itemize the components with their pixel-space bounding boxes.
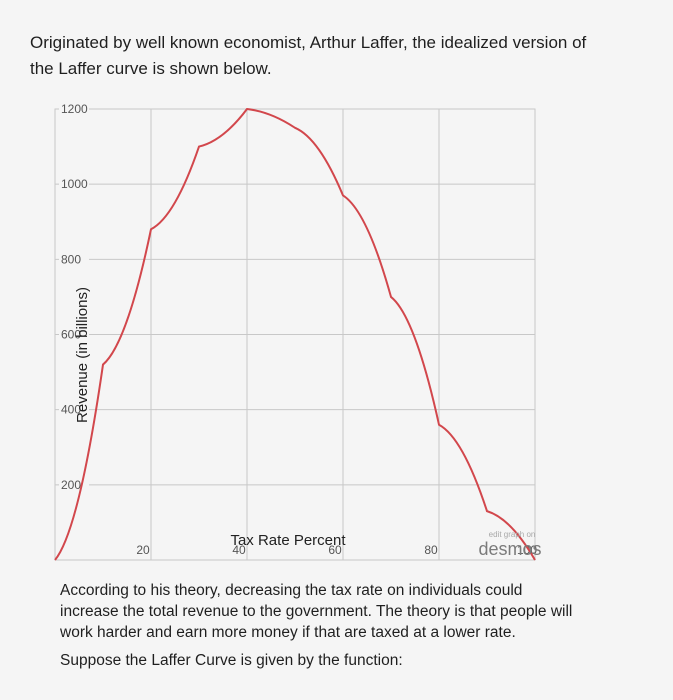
y-tick-label: 1200	[61, 102, 88, 116]
y-tick-label: 1000	[61, 177, 88, 191]
y-tick-label-bg	[59, 327, 89, 342]
y-axis-label: Revenue (in billions)	[74, 287, 91, 423]
desmos-edit-link[interactable]: edit graph on	[489, 530, 536, 539]
x-tick-label: 60	[328, 543, 342, 557]
y-tick-label: 800	[61, 252, 81, 266]
desmos-logo[interactable]: desmos	[478, 539, 541, 559]
x-tick-label: 40	[232, 543, 246, 557]
grid-layer	[54, 108, 536, 561]
y-tick-label: 400	[61, 403, 81, 417]
outro-paragraph-1: According to his theory, decreasing the …	[60, 582, 573, 641]
x-tick-label: 20	[136, 543, 150, 557]
laffer-curve-line	[54, 107, 536, 561]
outro-text: According to his theory, decreasing the …	[60, 580, 580, 678]
y-tick-label: 600	[61, 328, 81, 342]
y-tick-label: 200	[61, 478, 81, 492]
laffer-chart: 20 40 60 80 100 200 400 600 800 1000 1200 Tax Rate…	[30, 85, 560, 570]
intro-text: Originated by well known economist, Arth…	[30, 33, 587, 78]
outro-paragraph-2: Suppose the Laffer Curve is given by the…	[60, 652, 403, 669]
y-tick-label-bg	[59, 177, 89, 192]
y-tick-label-bg	[59, 252, 89, 267]
y-tick-label-bg	[59, 402, 89, 417]
y-tick-label-bg	[59, 102, 89, 116]
x-tick-label: 80	[424, 543, 438, 557]
x-axis-label: Tax Rate Percent	[230, 532, 346, 549]
